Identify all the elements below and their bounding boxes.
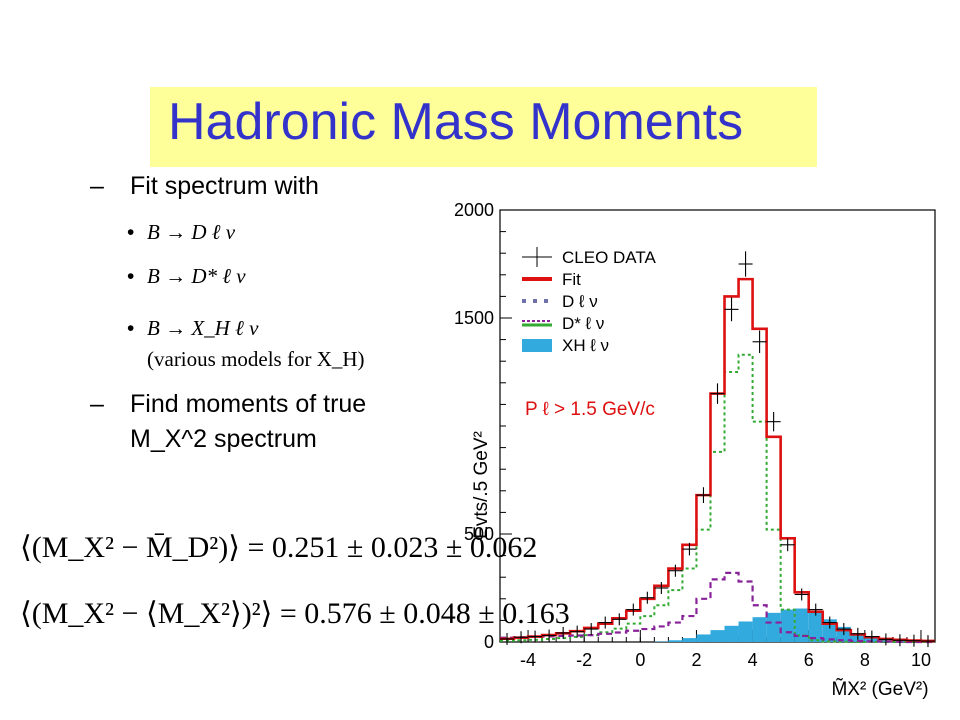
decay-1-text: B → D ℓ ν xyxy=(147,220,236,244)
legend-label: D* ℓ ν xyxy=(562,314,604,333)
xh-bar xyxy=(710,630,725,642)
chart-xlabel: M̃X² (GeV²) xyxy=(831,678,928,700)
y-tick-label: 2000 xyxy=(454,200,494,220)
bullet-decay-2: • B → D* ℓ ν xyxy=(127,264,246,288)
xh-bar xyxy=(808,611,823,642)
legend-label: Fit xyxy=(562,270,581,289)
x-tick-label: 4 xyxy=(748,650,758,670)
xh-bar xyxy=(766,612,781,642)
bullet-decay-1: • B → D ℓ ν xyxy=(127,220,236,244)
chart-annotation: P ℓ > 1.5 GeV/c xyxy=(525,399,655,420)
x-tick-label: -4 xyxy=(520,650,536,670)
bullet-decay-3: • B → X_H ℓ ν xyxy=(127,316,259,340)
chart-tick-labels: -4 -2 0 2 4 6 8 10 0 500 1500 2000 xyxy=(454,200,931,670)
xh-bar xyxy=(780,609,795,642)
x-tick-label: 8 xyxy=(860,650,870,670)
chart-legend: CLEO DATA Fit D ℓ ν D* ℓ ν XH ℓ ν xyxy=(522,247,656,355)
xh-bar xyxy=(682,638,697,642)
x-tick-label: 10 xyxy=(911,650,931,670)
x-tick-label: 2 xyxy=(691,650,701,670)
xh-bar xyxy=(668,640,683,642)
fit-heading: – Fit spectrum with xyxy=(90,172,319,200)
x-tick-label: 6 xyxy=(804,650,814,670)
decay-3-note: (various models for X_H) xyxy=(147,347,365,371)
slide-title: Hadronic Mass Moments xyxy=(168,93,744,151)
moment-formula-2: ⟨(M_X² − ⟨M_X²⟩)²⟩ = 0.576 ± 0.048 ± 0.1… xyxy=(20,597,570,630)
d-histogram xyxy=(500,571,935,644)
x-tick-label: -2 xyxy=(576,650,592,670)
decay-3-text: B → X_H ℓ ν xyxy=(147,316,259,340)
fit-histogram xyxy=(500,277,935,643)
xh-bar xyxy=(738,621,753,642)
chart-ylabel: Evts/.5 GeV² xyxy=(471,431,492,539)
y-tick-label: 500 xyxy=(464,524,494,544)
chart-histograms xyxy=(500,277,935,644)
fit-heading-text: Fit spectrum with xyxy=(130,172,319,200)
find-heading: – Find moments of true xyxy=(90,390,367,418)
y-tick-label: 0 xyxy=(484,632,494,652)
y-tick-label: 1500 xyxy=(454,308,494,328)
legend-label: D ℓ ν xyxy=(562,292,598,311)
moment-formula-1: ⟨(M_X² − M̄_D²)⟩ = 0.251 ± 0.023 ± 0.062 xyxy=(20,531,538,564)
legend-xh-swatch xyxy=(522,339,552,352)
title-background xyxy=(150,87,817,167)
xh-bar xyxy=(794,608,809,642)
legend-label: CLEO DATA xyxy=(562,248,656,267)
x-tick-label: 0 xyxy=(635,650,645,670)
xh-bar xyxy=(696,634,711,642)
xh-bar xyxy=(752,617,767,642)
decay-2-text: B → D* ℓ ν xyxy=(147,264,246,288)
legend-label: XH ℓ ν xyxy=(562,336,609,355)
chart-data-points xyxy=(500,251,935,648)
find-heading-line1: Find moments of true xyxy=(130,390,367,418)
xh-bar xyxy=(724,625,739,642)
mass-spectrum-chart: -4 -2 0 2 4 6 8 10 0 500 1500 2000 CLEO DATA Fit D ℓ … xyxy=(454,200,936,700)
find-heading-line2: M_X^2 spectrum xyxy=(130,425,317,453)
xh-bar xyxy=(822,619,837,642)
